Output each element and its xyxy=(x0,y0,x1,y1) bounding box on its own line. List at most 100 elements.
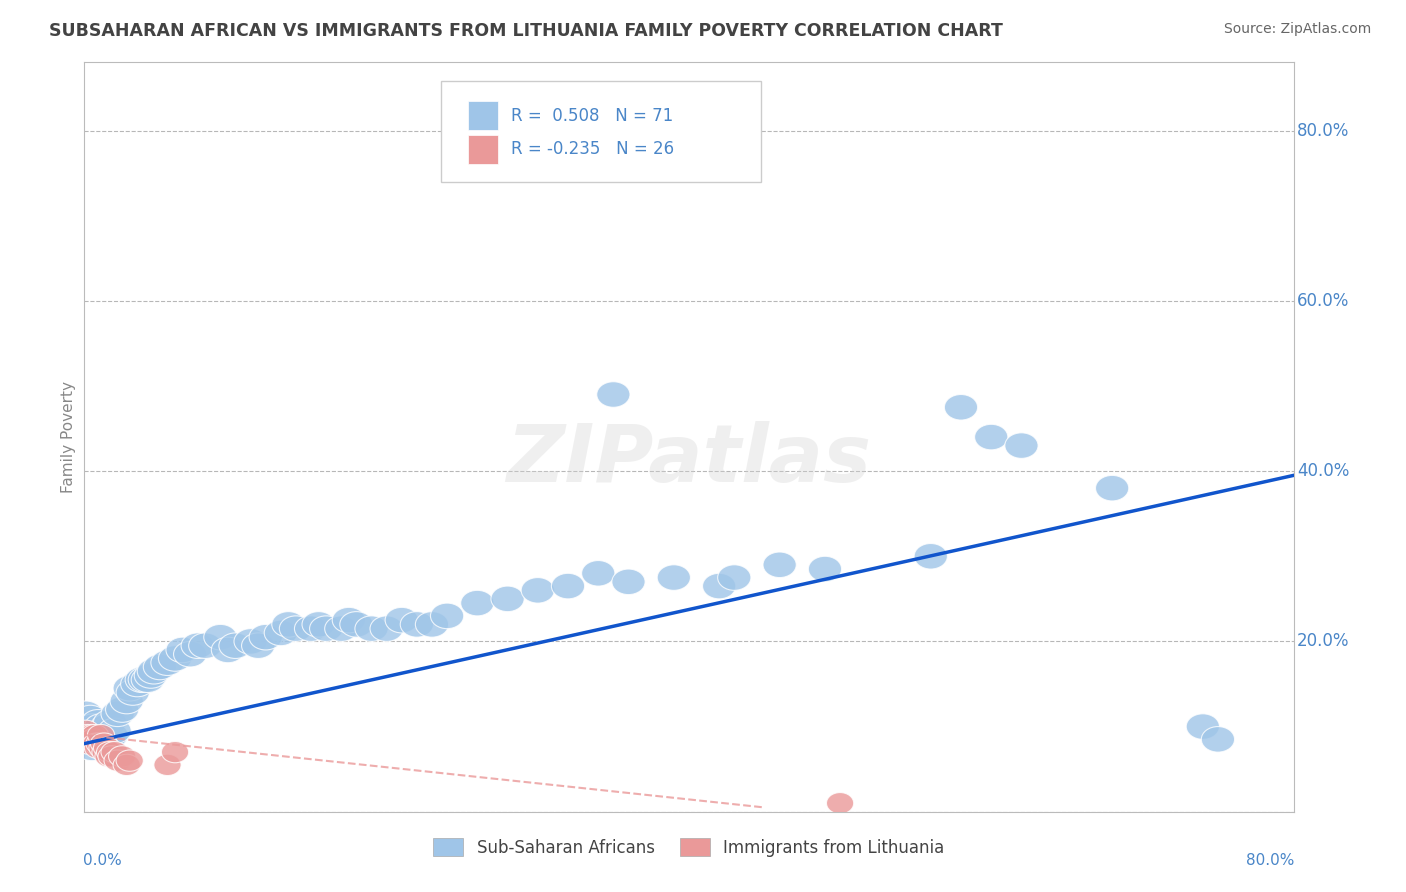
Ellipse shape xyxy=(93,709,127,735)
Ellipse shape xyxy=(83,733,110,755)
Ellipse shape xyxy=(332,607,366,633)
FancyBboxPatch shape xyxy=(468,135,498,163)
Ellipse shape xyxy=(370,615,404,641)
Ellipse shape xyxy=(125,667,159,692)
Ellipse shape xyxy=(90,733,118,755)
Ellipse shape xyxy=(1095,475,1129,501)
Ellipse shape xyxy=(110,689,143,714)
Y-axis label: Family Poverty: Family Poverty xyxy=(60,381,76,493)
Ellipse shape xyxy=(294,615,328,641)
Ellipse shape xyxy=(945,394,977,420)
Ellipse shape xyxy=(96,723,128,747)
Ellipse shape xyxy=(582,560,614,586)
Ellipse shape xyxy=(117,680,149,706)
Text: 20.0%: 20.0% xyxy=(1298,632,1350,650)
Ellipse shape xyxy=(249,624,283,650)
Ellipse shape xyxy=(162,741,188,763)
Ellipse shape xyxy=(82,724,108,746)
Ellipse shape xyxy=(87,724,115,746)
Ellipse shape xyxy=(1187,714,1219,739)
Ellipse shape xyxy=(173,641,207,667)
FancyBboxPatch shape xyxy=(468,102,498,130)
Ellipse shape xyxy=(86,733,112,755)
Legend: Sub-Saharan Africans, Immigrants from Lithuania: Sub-Saharan Africans, Immigrants from Li… xyxy=(427,832,950,863)
Ellipse shape xyxy=(551,574,585,599)
Ellipse shape xyxy=(914,543,948,569)
Ellipse shape xyxy=(98,718,131,744)
Ellipse shape xyxy=(128,667,162,692)
Ellipse shape xyxy=(827,793,853,814)
Ellipse shape xyxy=(73,724,101,746)
Text: 80.0%: 80.0% xyxy=(1298,121,1350,139)
Ellipse shape xyxy=(166,637,200,663)
Ellipse shape xyxy=(204,624,238,650)
Ellipse shape xyxy=(401,612,433,637)
Ellipse shape xyxy=(76,735,108,761)
Ellipse shape xyxy=(80,729,107,750)
Ellipse shape xyxy=(430,603,464,629)
Ellipse shape xyxy=(91,741,120,763)
Ellipse shape xyxy=(98,746,125,767)
Ellipse shape xyxy=(108,746,136,767)
Ellipse shape xyxy=(340,612,373,637)
Ellipse shape xyxy=(87,727,121,752)
Ellipse shape xyxy=(703,574,735,599)
Ellipse shape xyxy=(974,425,1008,450)
Text: 0.0%: 0.0% xyxy=(83,853,122,868)
Ellipse shape xyxy=(596,382,630,408)
Ellipse shape xyxy=(181,633,214,658)
Ellipse shape xyxy=(461,591,494,615)
Ellipse shape xyxy=(138,658,170,684)
Ellipse shape xyxy=(153,755,181,775)
Ellipse shape xyxy=(188,633,222,658)
Text: Source: ZipAtlas.com: Source: ZipAtlas.com xyxy=(1223,22,1371,37)
Ellipse shape xyxy=(325,615,359,641)
Ellipse shape xyxy=(72,720,100,741)
Ellipse shape xyxy=(117,750,143,772)
Ellipse shape xyxy=(105,697,139,723)
Text: SUBSAHARAN AFRICAN VS IMMIGRANTS FROM LITHUANIA FAMILY POVERTY CORRELATION CHART: SUBSAHARAN AFRICAN VS IMMIGRANTS FROM LI… xyxy=(49,22,1002,40)
Ellipse shape xyxy=(522,578,554,603)
Text: 60.0%: 60.0% xyxy=(1298,292,1350,310)
Ellipse shape xyxy=(211,637,245,663)
Text: 80.0%: 80.0% xyxy=(1246,853,1295,868)
Ellipse shape xyxy=(657,565,690,591)
Ellipse shape xyxy=(91,727,125,752)
Ellipse shape xyxy=(86,723,120,747)
Ellipse shape xyxy=(69,701,103,727)
Ellipse shape xyxy=(219,633,252,658)
Ellipse shape xyxy=(491,586,524,612)
Text: 40.0%: 40.0% xyxy=(1298,462,1350,480)
Text: R =  0.508   N = 71: R = 0.508 N = 71 xyxy=(512,107,673,125)
Text: R = -0.235   N = 26: R = -0.235 N = 26 xyxy=(512,140,675,159)
Ellipse shape xyxy=(79,727,111,752)
Ellipse shape xyxy=(717,565,751,591)
Ellipse shape xyxy=(415,612,449,637)
Ellipse shape xyxy=(131,667,165,692)
Ellipse shape xyxy=(82,709,115,735)
Ellipse shape xyxy=(72,723,105,747)
Ellipse shape xyxy=(89,718,122,744)
Ellipse shape xyxy=(89,737,117,758)
Ellipse shape xyxy=(354,615,388,641)
Ellipse shape xyxy=(280,615,312,641)
Ellipse shape xyxy=(77,729,104,750)
Ellipse shape xyxy=(112,675,146,701)
Ellipse shape xyxy=(1005,433,1038,458)
Ellipse shape xyxy=(83,731,117,756)
Ellipse shape xyxy=(84,737,111,758)
Ellipse shape xyxy=(150,650,184,675)
Ellipse shape xyxy=(763,552,796,578)
Ellipse shape xyxy=(808,557,842,582)
Ellipse shape xyxy=(143,654,177,680)
Ellipse shape xyxy=(97,741,124,763)
Ellipse shape xyxy=(1337,245,1371,271)
Ellipse shape xyxy=(84,714,118,739)
Ellipse shape xyxy=(302,612,335,637)
Ellipse shape xyxy=(96,746,122,767)
Ellipse shape xyxy=(76,733,103,755)
Ellipse shape xyxy=(233,629,267,654)
Ellipse shape xyxy=(112,755,141,775)
Ellipse shape xyxy=(70,714,104,739)
Ellipse shape xyxy=(271,612,305,637)
